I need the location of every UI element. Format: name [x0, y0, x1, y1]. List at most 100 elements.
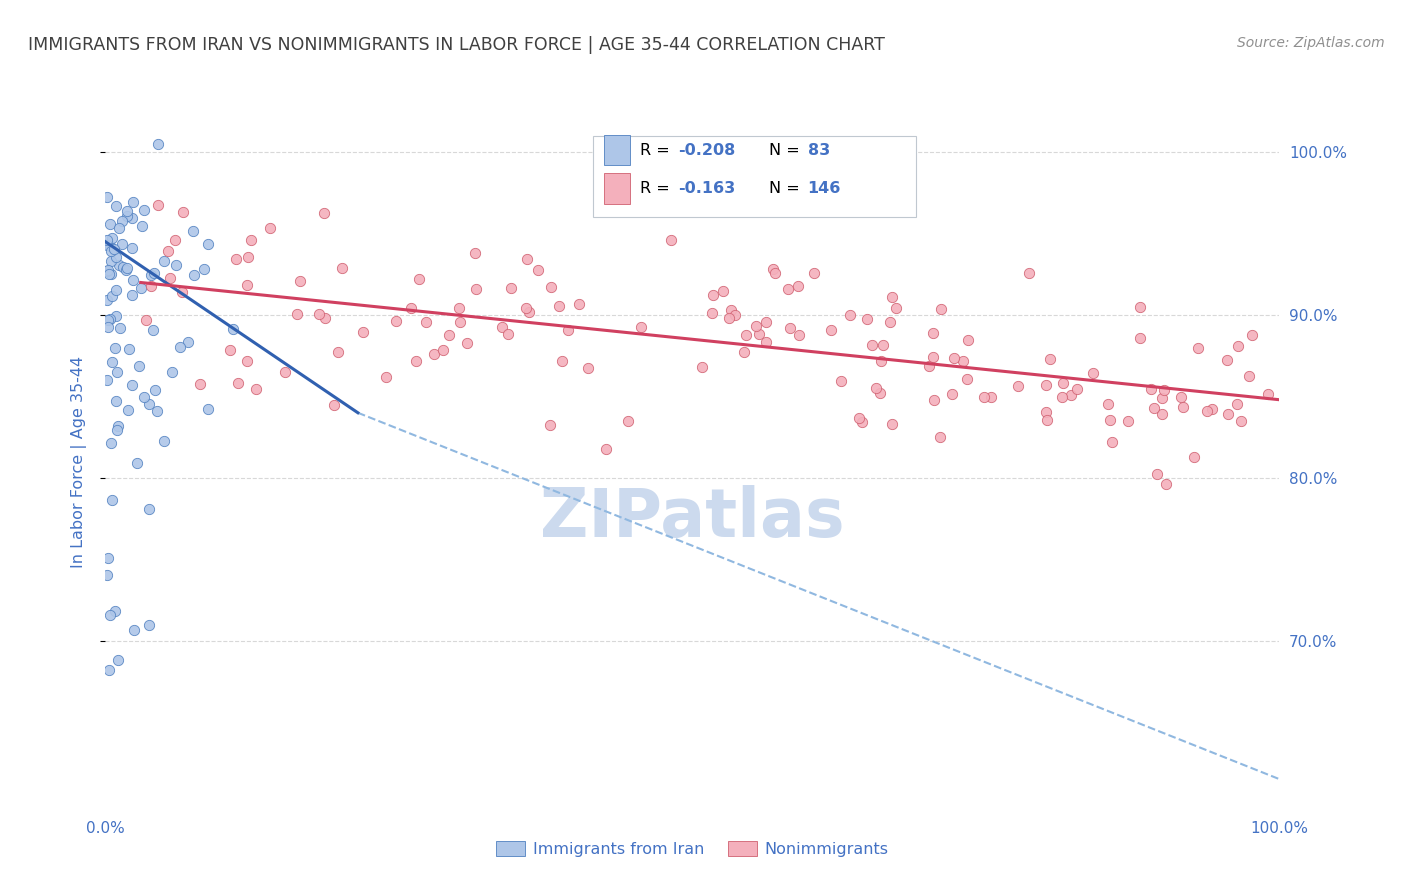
Point [128, 359, 150, 373]
Point [415, 315, 437, 329]
Point [1154, 477, 1177, 491]
Point [181, 224, 204, 238]
Point [139, 279, 162, 293]
Point [595, 442, 617, 457]
Point [122, 195, 145, 210]
Point [776, 282, 799, 296]
Point [107, 653, 129, 667]
Point [423, 346, 446, 360]
Point [226, 376, 249, 391]
Point [114, 262, 136, 277]
Point [100, 436, 122, 450]
Point [117, 402, 139, 417]
Point [779, 320, 801, 334]
Point [100, 267, 122, 281]
Point [557, 323, 579, 337]
Point [98, 607, 121, 622]
Point [1216, 353, 1239, 368]
Bar [605, 135, 630, 165]
Point [943, 351, 966, 366]
Point [101, 230, 124, 244]
Point [516, 252, 538, 266]
Point [1226, 397, 1249, 411]
Point [115, 203, 138, 218]
Point [285, 307, 308, 321]
Point [100, 217, 122, 231]
Point [1035, 377, 1057, 392]
Point [352, 325, 374, 339]
Point [143, 383, 166, 397]
Text: ZIPatlas: ZIPatlas [540, 484, 845, 550]
Point [172, 205, 194, 219]
Point [96, 238, 118, 252]
Point [153, 434, 176, 448]
Point [1240, 327, 1263, 342]
Text: -0.208: -0.208 [678, 143, 735, 158]
Point [860, 338, 883, 352]
Point [115, 260, 138, 275]
Point [169, 340, 191, 354]
Point [132, 390, 155, 404]
Point [159, 271, 181, 285]
Point [100, 253, 122, 268]
Point [96, 373, 118, 387]
Point [108, 258, 131, 272]
Point [491, 320, 513, 334]
Point [1052, 390, 1074, 404]
Point [104, 605, 127, 619]
Point [131, 219, 153, 233]
Point [1018, 266, 1040, 280]
Point [1129, 331, 1152, 345]
Point [924, 393, 946, 408]
Point [326, 344, 349, 359]
Point [1039, 352, 1062, 367]
Point [121, 241, 143, 255]
Point [96, 567, 118, 582]
Point [385, 314, 408, 328]
Point [548, 299, 571, 313]
Point [449, 301, 471, 316]
FancyBboxPatch shape [593, 136, 915, 217]
Point [1187, 341, 1209, 355]
Point [111, 214, 134, 228]
Point [882, 290, 904, 304]
Point [308, 307, 330, 321]
Point [917, 359, 939, 374]
Point [700, 306, 723, 320]
Point [240, 233, 263, 247]
Point [139, 268, 162, 283]
Point [1097, 397, 1119, 411]
Legend: Immigrants from Iran, Nonimmigrants: Immigrants from Iran, Nonimmigrants [489, 835, 896, 863]
Point [865, 381, 887, 395]
Point [97, 320, 120, 334]
Point [111, 237, 134, 252]
Point [225, 252, 247, 266]
Point [1101, 435, 1123, 450]
Point [437, 327, 460, 342]
Point [118, 342, 141, 356]
Point [734, 327, 756, 342]
Point [869, 353, 891, 368]
Point [787, 328, 810, 343]
Point [138, 397, 160, 411]
Point [177, 334, 200, 349]
Point [236, 250, 259, 264]
Point [515, 301, 537, 316]
Point [882, 417, 904, 432]
Point [879, 315, 901, 329]
Point [1230, 414, 1253, 428]
Point [1153, 384, 1175, 398]
Point [1081, 367, 1104, 381]
Point [941, 387, 963, 401]
Point [183, 268, 205, 282]
Point [1052, 376, 1074, 391]
Point [576, 361, 599, 376]
Point [432, 343, 454, 357]
Point [236, 278, 259, 293]
Point [1143, 401, 1166, 415]
Point [922, 351, 945, 365]
Point [332, 260, 354, 275]
Point [527, 263, 550, 277]
Point [690, 359, 713, 374]
Point [96, 190, 118, 204]
